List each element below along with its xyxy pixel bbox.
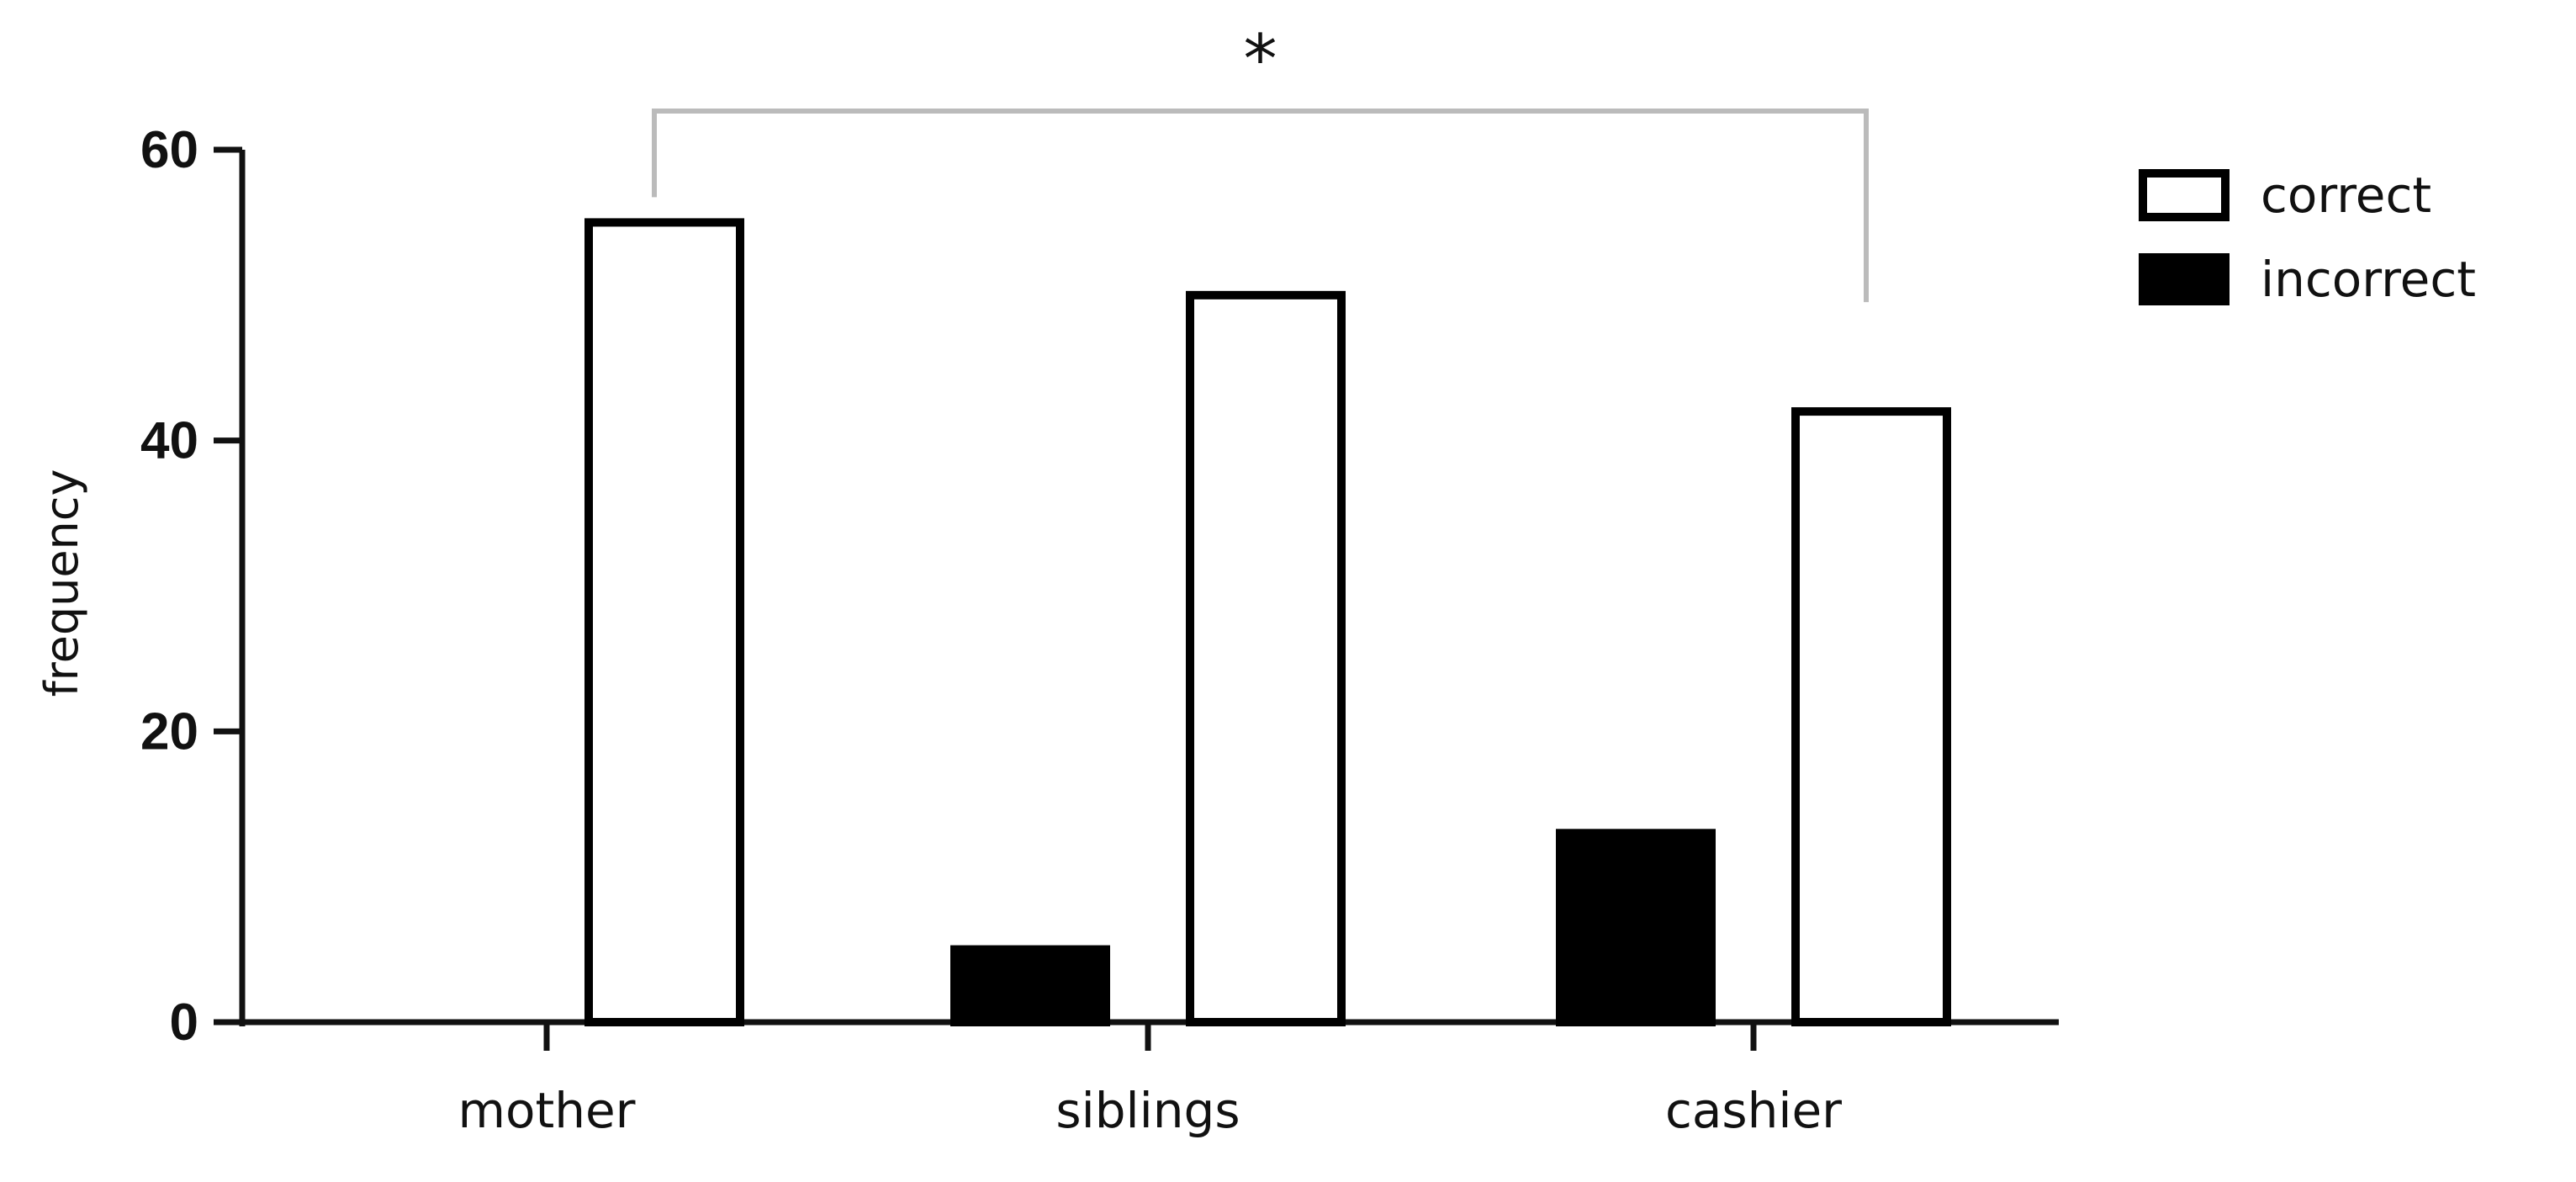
bar-correct-cashier [1791,407,1951,1027]
bar-correct-siblings [1186,290,1346,1027]
bar-incorrect-cashier [1556,829,1716,1026]
category-label-cashier: cashier [1665,1082,1842,1139]
y-tick-label: 0 [170,994,198,1052]
y-axis-title: frequency [35,469,88,697]
significance-bracket [652,109,1869,303]
legend-label-incorrect: incorrect [2261,251,2476,308]
y-tick-label: 60 [140,121,198,179]
y-axis: 0 20 40 60 [140,121,246,1052]
legend-swatch-incorrect [2139,253,2230,305]
bar-correct-mother [584,218,744,1026]
y-tick-label: 40 [140,412,198,470]
legend-swatch-correct [2139,169,2230,221]
significance-annotation: * [652,20,1869,303]
bars [584,218,1951,1027]
x-axis: mother siblings cashier [242,1019,2059,1139]
category-label-siblings: siblings [1055,1082,1240,1139]
y-tick-label: 20 [140,702,198,761]
legend-label-correct: correct [2261,167,2431,224]
significance-marker: * [1244,20,1277,98]
bar-incorrect-siblings [950,945,1110,1027]
category-label-mother: mother [458,1082,635,1139]
legend: correct incorrect [2139,167,2476,308]
